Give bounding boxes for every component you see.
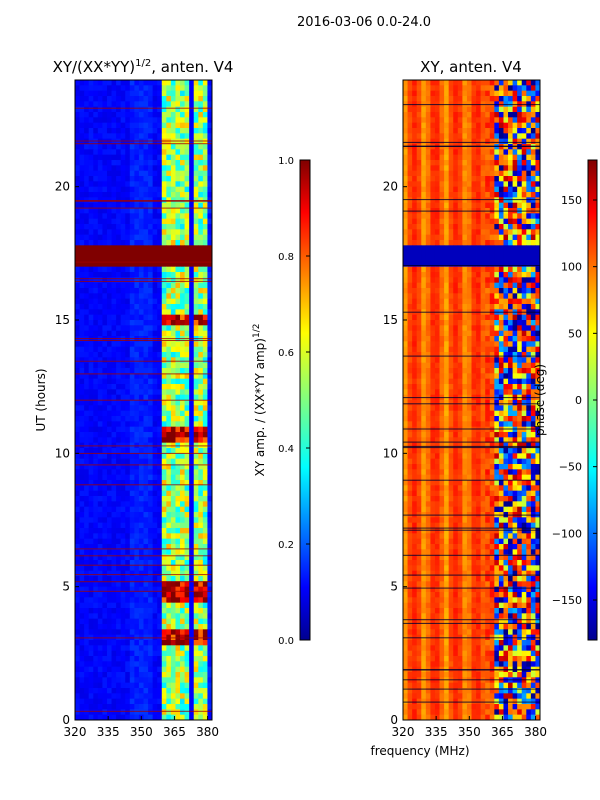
x-axis-label: frequency (MHz) — [370, 744, 469, 758]
amp-ytick-label: 15 — [55, 313, 70, 327]
phase-colorbar: 150 100 50 0 −50 −100 −150 phase (deg) — [533, 159, 598, 641]
phase-ytick-label: 15 — [383, 313, 398, 327]
phase-axes-frame — [402, 79, 541, 721]
amp-colorbar-ticks: 0.0 0.2 0.4 0.6 0.8 1.0 — [278, 156, 310, 647]
amp-heatmap — [75, 80, 213, 721]
amp-xtick-label: 320 — [64, 725, 87, 739]
phase-panel: XY, anten. V4 320 335 350 365 380 0 5 10 15 20 — [383, 58, 547, 739]
amp-colorbar-tick-label: 0.8 — [278, 252, 294, 263]
amp-colorbar-tick-label: 0.4 — [278, 444, 294, 455]
amp-ytick-label: 0 — [62, 713, 70, 727]
phase-colorbar-tick-label: −50 — [559, 461, 582, 474]
amp-xtick-label: 335 — [97, 725, 120, 739]
phase-colorbar-tick-label: −150 — [552, 594, 582, 607]
phase-colorbar-tick-label: 50 — [568, 327, 582, 340]
phase-colorbar-tick-label: −100 — [552, 527, 582, 540]
amp-ytick-label: 20 — [55, 180, 70, 194]
phase-y-axis: 0 5 10 15 20 — [383, 180, 407, 727]
phase-xtick-label: 380 — [524, 725, 547, 739]
amp-xtick-label: 365 — [163, 725, 186, 739]
phase-colorbar-ticks: 150 100 50 0 −50 −100 −150 — [552, 194, 597, 607]
amp-ytick-label: 10 — [55, 446, 70, 460]
amp-ytick-label: 5 — [62, 580, 70, 594]
amp-axes-frame — [74, 79, 213, 721]
phase-heatmap — [403, 80, 541, 721]
amp-xtick-label: 350 — [130, 725, 153, 739]
phase-x-axis: 320 335 350 365 380 — [392, 716, 547, 739]
amp-colorbar-tick-label: 1.0 — [278, 156, 294, 167]
amp-y-axis: 0 5 10 15 20 — [55, 180, 79, 727]
phase-ytick-label: 20 — [383, 180, 398, 194]
phase-ytick-label: 0 — [390, 713, 398, 727]
phase-colorbar-tick-label: 150 — [561, 194, 582, 207]
amp-colorbar-tick-label: 0.0 — [278, 636, 294, 647]
amp-colorbar: 0.0 0.2 0.4 0.6 0.8 1.0 XY amp. / (XX*YY amp)… — [252, 156, 311, 647]
amp-xtick-label: 380 — [196, 725, 219, 739]
phase-xtick-label: 365 — [491, 725, 514, 739]
phase-xtick-label: 335 — [425, 725, 448, 739]
amp-colorbar-tick-label: 0.6 — [278, 348, 294, 359]
amp-colorbar-tick-label: 0.2 — [278, 540, 294, 551]
amp-colorbar-label: XY amp. / (XX*YY amp)1/2 — [252, 324, 267, 477]
phase-ytick-label: 10 — [383, 446, 398, 460]
amp-panel-title: XY/(XX*YY)1/2, anten. V4 — [53, 58, 234, 76]
phase-colorbar-tick-label: 0 — [575, 394, 582, 407]
phase-xtick-label: 320 — [392, 725, 415, 739]
amp-colorbar-gradient — [299, 159, 311, 641]
amp-y-axis-label: UT (hours) — [34, 368, 48, 431]
figure-suptitle: 2016-03-06 0.0-24.0 — [297, 15, 431, 30]
amp-panel: XY/(XX*YY)1/2, anten. V4 320 335 350 365 380… — [34, 58, 233, 739]
phase-colorbar-tick-label: 100 — [561, 261, 582, 274]
phase-colorbar-label: phase (deg) — [533, 364, 547, 436]
amp-x-axis: 320 335 350 365 380 — [64, 716, 219, 739]
phase-panel-title: XY, anten. V4 — [420, 58, 522, 76]
phase-ytick-label: 5 — [390, 580, 398, 594]
phase-xtick-label: 350 — [458, 725, 481, 739]
